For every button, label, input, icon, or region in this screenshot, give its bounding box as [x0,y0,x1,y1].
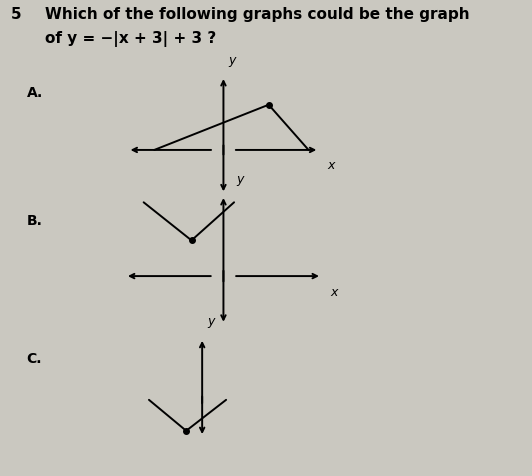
Text: x: x [327,159,335,172]
Text: B.: B. [27,214,43,228]
Text: C.: C. [27,352,42,366]
Text: x: x [330,286,337,298]
Text: y: y [229,54,236,67]
Text: y: y [207,316,215,328]
Text: Which of the following graphs could be the graph: Which of the following graphs could be t… [45,7,470,22]
Text: y: y [237,173,244,186]
Text: A.: A. [27,86,43,99]
Text: of y = −|x + 3| + 3 ?: of y = −|x + 3| + 3 ? [45,31,217,47]
Text: 5: 5 [11,7,21,22]
